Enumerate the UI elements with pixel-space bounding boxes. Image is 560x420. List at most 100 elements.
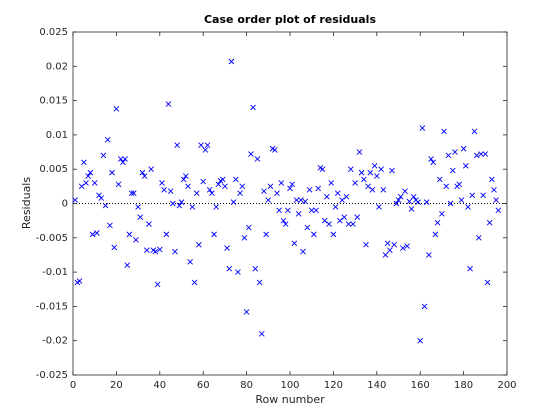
point — [439, 210, 445, 217]
point — [274, 190, 280, 197]
y-tick-label: -0.02 — [42, 336, 68, 347]
point — [267, 183, 274, 190]
point — [484, 279, 491, 286]
point — [222, 183, 228, 190]
point — [293, 197, 300, 203]
point — [189, 204, 196, 210]
point — [232, 176, 239, 183]
point — [321, 217, 328, 224]
point — [408, 206, 415, 212]
point — [371, 162, 378, 169]
x-tick-label: 160 — [411, 380, 430, 391]
point — [135, 204, 141, 210]
point — [358, 169, 365, 176]
point — [202, 147, 209, 153]
point — [324, 193, 330, 200]
point — [141, 173, 148, 179]
point — [478, 151, 484, 157]
point — [130, 190, 137, 197]
point — [196, 241, 202, 248]
point — [117, 156, 124, 162]
point — [308, 207, 315, 214]
point — [146, 221, 152, 227]
point — [471, 128, 478, 135]
point — [248, 151, 254, 157]
point — [376, 204, 382, 210]
point — [215, 181, 222, 188]
point — [102, 202, 109, 209]
point — [380, 186, 387, 193]
point — [452, 149, 458, 155]
point — [419, 125, 426, 131]
point — [369, 186, 376, 193]
point — [104, 136, 111, 143]
point — [226, 265, 233, 272]
point — [493, 197, 499, 203]
point — [124, 262, 131, 269]
x-axis-label: Row number — [255, 393, 325, 406]
point — [191, 279, 198, 286]
point — [334, 190, 341, 197]
point — [404, 243, 410, 249]
chart-title: Case order plot of residuals — [204, 13, 376, 26]
x-tick-label: 40 — [153, 380, 166, 391]
point — [428, 156, 434, 162]
point — [111, 244, 118, 251]
point — [115, 181, 122, 188]
point — [143, 247, 150, 253]
point — [126, 231, 133, 238]
point — [176, 202, 183, 209]
point — [291, 240, 298, 247]
point — [443, 183, 450, 190]
y-tick-label: 0.01 — [46, 130, 68, 141]
x-tick-label: 120 — [324, 380, 343, 391]
point — [213, 204, 220, 210]
point — [298, 197, 304, 203]
point — [94, 230, 100, 236]
point — [434, 219, 441, 226]
y-tick-label: 0.005 — [39, 164, 68, 175]
point — [382, 252, 389, 258]
point — [245, 224, 252, 231]
point — [426, 252, 432, 258]
point — [185, 183, 191, 190]
point — [467, 265, 473, 272]
point — [417, 337, 424, 344]
point — [365, 183, 371, 190]
point — [384, 240, 391, 247]
point — [170, 200, 176, 207]
point — [445, 152, 452, 159]
point — [87, 169, 94, 176]
point — [224, 245, 230, 251]
point — [122, 156, 128, 162]
point — [219, 176, 226, 183]
point — [81, 159, 87, 166]
point — [337, 217, 343, 224]
point — [137, 214, 144, 221]
point — [83, 180, 89, 186]
point — [432, 231, 439, 238]
point — [89, 231, 96, 238]
point — [237, 190, 243, 197]
point — [447, 200, 454, 207]
point — [397, 193, 404, 200]
point — [243, 309, 250, 315]
point — [495, 207, 502, 214]
point — [330, 231, 337, 238]
point — [85, 173, 92, 179]
point — [178, 199, 185, 205]
point — [367, 169, 374, 176]
point — [393, 200, 400, 207]
y-tick-label: 0 — [62, 199, 68, 210]
point — [72, 197, 78, 203]
point — [239, 183, 246, 190]
point — [421, 303, 428, 310]
point — [295, 210, 302, 217]
point — [430, 159, 437, 166]
point — [113, 106, 120, 112]
point — [423, 199, 430, 205]
point — [250, 104, 256, 111]
point — [187, 258, 193, 265]
point — [174, 142, 180, 149]
